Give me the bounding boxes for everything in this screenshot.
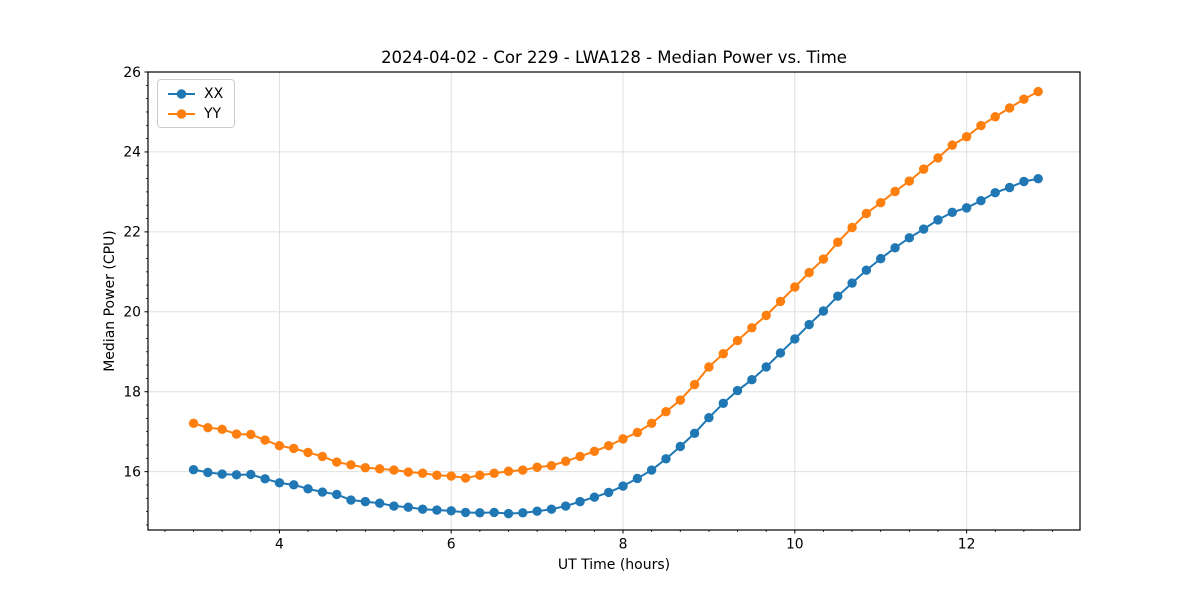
- legend-item-xx: XX: [166, 84, 223, 103]
- svg-text:16: 16: [123, 464, 141, 480]
- series-yy: [188, 86, 1043, 483]
- svg-text:18: 18: [123, 385, 141, 401]
- svg-text:12: 12: [958, 537, 976, 553]
- chart-title: 2024-04-02 - Cor 229 - LWA128 - Median P…: [381, 48, 847, 67]
- svg-text:26: 26: [123, 65, 141, 81]
- svg-text:4: 4: [275, 537, 284, 553]
- svg-text:20: 20: [123, 305, 141, 321]
- yy-series-sample-icon: [168, 108, 195, 119]
- grid-lines: [148, 71, 1080, 530]
- svg-text:24: 24: [123, 145, 141, 161]
- tick-labels: 16 18 20 22 24 26 4 6 8 10 12: [123, 65, 975, 553]
- legend: XX YY: [157, 79, 236, 128]
- svg-text:8: 8: [619, 537, 628, 553]
- x-axis-label: UT Time (hours): [557, 557, 671, 573]
- legend-item-yy: YY: [166, 104, 223, 123]
- data-series: [188, 86, 1043, 519]
- axis-ticks: [144, 71, 1053, 534]
- legend-label-xx: XX: [204, 85, 224, 102]
- svg-text:10: 10: [786, 537, 804, 553]
- svg-text:22: 22: [123, 225, 141, 241]
- legend-label-yy: YY: [204, 105, 222, 122]
- axes-spines: [147, 71, 1081, 531]
- series-xx: [188, 174, 1043, 519]
- xx-series-sample-icon: [168, 88, 195, 99]
- y-axis-label: Median Power (CPU): [102, 230, 118, 372]
- svg-text:6: 6: [447, 537, 456, 553]
